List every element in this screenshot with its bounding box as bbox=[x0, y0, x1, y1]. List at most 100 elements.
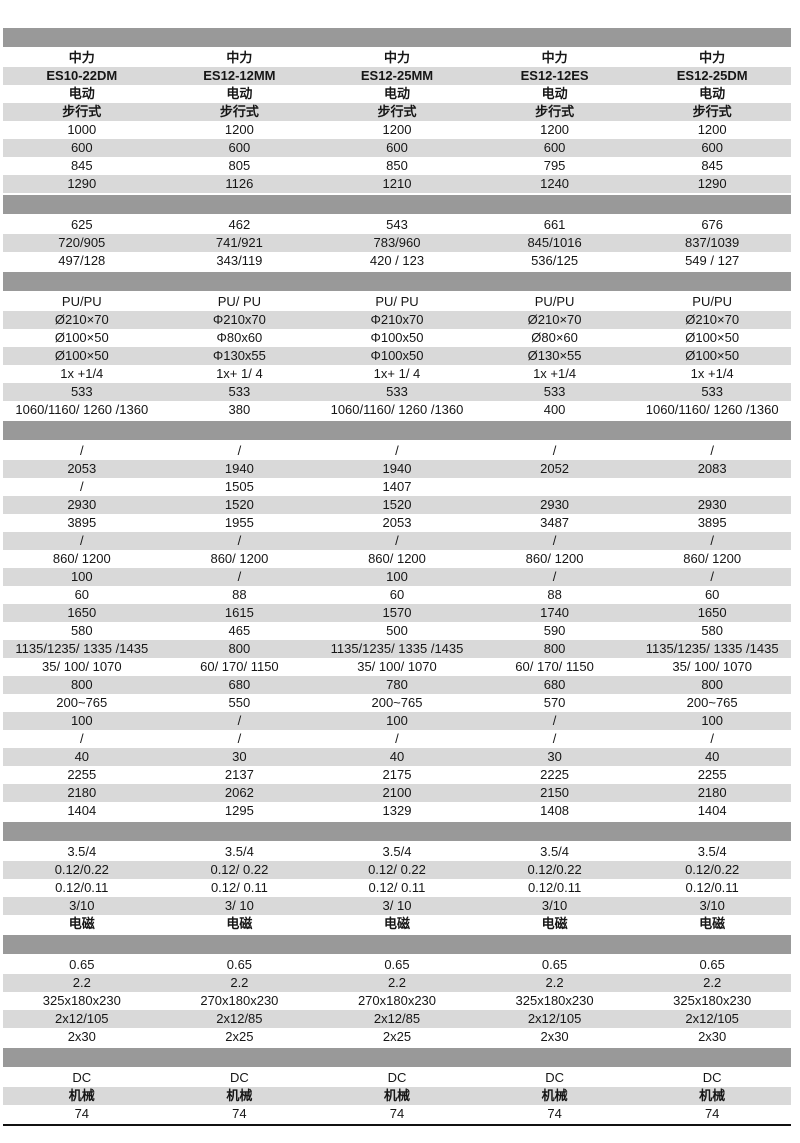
table-row: / / / / / bbox=[3, 442, 791, 460]
table-row: 325x180x230 270x180x230 270x180x230 325x180… bbox=[3, 992, 791, 1010]
table-cell: 电动 bbox=[226, 86, 253, 101]
table-cell: 2x30 bbox=[698, 1029, 727, 1044]
table-cell: 100 bbox=[386, 713, 408, 728]
table-cell: 800 bbox=[543, 641, 566, 656]
table-cell: 中力 bbox=[541, 50, 568, 65]
separator-row bbox=[3, 195, 791, 214]
table-cell: DC bbox=[387, 1070, 407, 1085]
table-cell: / bbox=[237, 731, 242, 746]
table-cell: DC bbox=[230, 1070, 249, 1085]
table-cell: / bbox=[79, 533, 84, 548]
table-cell: DC bbox=[702, 1070, 722, 1085]
table-cell: 1060/1160/ 1260 /1360 bbox=[645, 402, 779, 417]
table-cell: 676 bbox=[701, 217, 724, 232]
table-row: 100 / 100 / 100 bbox=[3, 712, 791, 730]
table-row: Ø100×50 Φ130x55 Φ100x50 Ø130×55 Ø100×50 bbox=[3, 347, 791, 365]
table-cell: 1295 bbox=[224, 803, 254, 818]
table-cell: 1x +1/4 bbox=[60, 366, 104, 381]
table-cell: / bbox=[237, 713, 242, 728]
table-cell: 2052 bbox=[540, 461, 570, 476]
table-cell: 30 bbox=[547, 749, 562, 764]
table-cell: 533 bbox=[70, 384, 93, 399]
table-row: 60 88 60 88 60 bbox=[3, 586, 791, 604]
table-cell: 1650 bbox=[67, 605, 97, 620]
table-cell: 600 bbox=[386, 140, 408, 155]
table-cell: Φ210x70 bbox=[212, 312, 266, 327]
table-cell: 600 bbox=[70, 140, 93, 155]
table-cell: 1740 bbox=[540, 605, 570, 620]
table-row: 200~765 550 200~765 570 200~765 bbox=[3, 694, 791, 712]
table-cell: 536/125 bbox=[531, 253, 579, 268]
table-row: 步行式 步行式 步行式 步行式 步行式 bbox=[3, 103, 791, 121]
table-row: 电动 电动 电动 电动 电动 bbox=[3, 85, 791, 103]
table-row: 720/905 741/921 783/960 845/1016 837/1039 bbox=[3, 234, 791, 252]
table-cell: 步行式 bbox=[377, 104, 417, 119]
table-cell: / bbox=[395, 443, 399, 458]
table-cell: 2x12/85 bbox=[216, 1011, 263, 1026]
table-cell: 2053 bbox=[67, 461, 97, 476]
table-cell: 步行式 bbox=[692, 104, 732, 119]
table-cell: 中力 bbox=[226, 50, 253, 65]
table-cell: 600 bbox=[701, 140, 724, 155]
table-cell: 420 / 123 bbox=[369, 253, 425, 268]
table-cell: 800 bbox=[701, 677, 724, 692]
table-cell: 0.12/ 0.11 bbox=[210, 880, 268, 895]
separator-row bbox=[3, 421, 791, 440]
table-cell: 2x12/105 bbox=[527, 1011, 582, 1026]
table-cell: 电动 bbox=[68, 86, 95, 101]
table-row: 电磁 电磁 电磁 电磁 电磁 bbox=[3, 915, 791, 933]
table-cell: 1000 bbox=[67, 122, 97, 137]
table-cell: 2255 bbox=[67, 767, 97, 782]
table-cell: 845 bbox=[701, 158, 724, 173]
table-cell: 2.2 bbox=[545, 975, 564, 990]
table-cell: 0.12/0.11 bbox=[55, 880, 109, 895]
table-cell: 1135/1235/ 1335 /1435 bbox=[15, 641, 149, 656]
table-cell: 580 bbox=[701, 623, 724, 638]
table-cell: Ø210×70 bbox=[685, 312, 740, 327]
table-cell: Ø210×70 bbox=[527, 312, 582, 327]
table-cell: 1200 bbox=[224, 122, 254, 137]
table-cell: / bbox=[395, 731, 399, 746]
table-row: 1650 1615 1570 1740 1650 bbox=[3, 604, 791, 622]
table-cell: Ø80×60 bbox=[531, 330, 578, 345]
table-cell: 1200 bbox=[540, 122, 570, 137]
table-cell: 60 bbox=[74, 587, 90, 602]
table-row: 2930 1520 1520 2930 2930 bbox=[3, 496, 791, 514]
table-cell: 500 bbox=[386, 623, 408, 638]
table-cell: 2.2 bbox=[703, 975, 722, 990]
table-cell: 1135/1235/ 1335 /1435 bbox=[645, 641, 779, 656]
table-cell: 1200 bbox=[697, 122, 727, 137]
separator-row bbox=[3, 822, 791, 841]
table-cell: 100 bbox=[701, 713, 724, 728]
table-row: 1x +1/4 1x+ 1/ 4 1x+ 1/ 4 1x +1/4 1x +1/4 bbox=[3, 365, 791, 383]
table-cell: 机械 bbox=[383, 1088, 410, 1103]
table-row: Ø100×50 Φ80x60 Φ100x50 Ø80×60 Ø100×50 bbox=[3, 329, 791, 347]
table-cell: 2150 bbox=[540, 785, 570, 800]
table-cell: 35/ 100/ 1070 bbox=[672, 659, 752, 674]
table-cell: 0.12/0.22 bbox=[685, 862, 740, 877]
table-cell: / bbox=[237, 443, 242, 458]
table-cell: 549 / 127 bbox=[685, 253, 740, 268]
table-cell: 325x180x230 bbox=[515, 993, 594, 1008]
table-cell: 1408 bbox=[540, 803, 570, 818]
table-cell: 100 bbox=[70, 569, 93, 584]
table-cell: 845 bbox=[70, 158, 93, 173]
table-cell: PU/ PU bbox=[375, 294, 419, 309]
table-cell: 2255 bbox=[697, 767, 727, 782]
table-cell: / bbox=[710, 569, 714, 584]
table-cell: 0.65 bbox=[226, 957, 253, 972]
separator-row bbox=[3, 28, 791, 47]
table-cell: 270x180x230 bbox=[357, 993, 437, 1008]
table-row: 2053 1940 1940 2052 2083 bbox=[3, 460, 791, 478]
table-cell: 1404 bbox=[697, 803, 727, 818]
table-cell: 74 bbox=[74, 1106, 90, 1121]
table-cell: 1570 bbox=[382, 605, 412, 620]
table-row: 1000 1200 1200 1200 1200 bbox=[3, 121, 791, 139]
table-cell: / bbox=[237, 533, 242, 548]
table-cell: 电磁 bbox=[226, 916, 253, 931]
table-cell: 机械 bbox=[699, 1088, 726, 1103]
table-cell: 74 bbox=[547, 1106, 562, 1121]
table-cell: 343/119 bbox=[216, 253, 263, 268]
table-cell: 570 bbox=[543, 695, 566, 710]
table-cell: 1290 bbox=[697, 176, 727, 191]
